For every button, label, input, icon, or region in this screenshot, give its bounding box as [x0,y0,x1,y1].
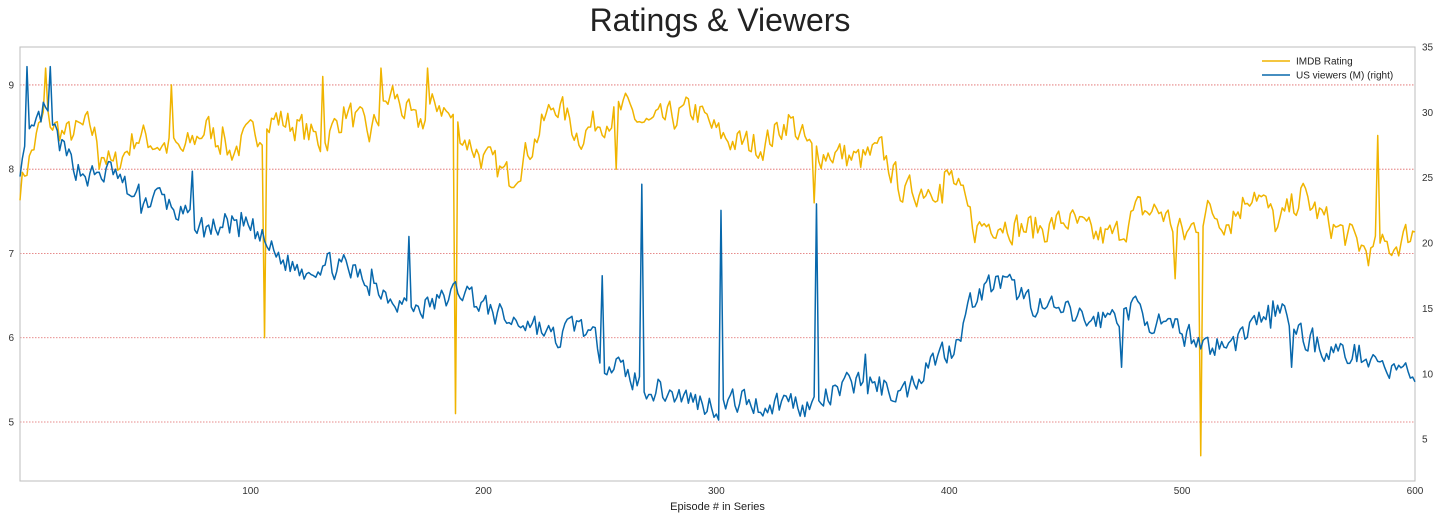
y-left-tick-label: 9 [8,80,14,91]
y-right-tick-label: 15 [1422,304,1434,315]
y-right-tick-label: 30 [1422,108,1434,119]
y-left-tick-label: 8 [8,165,14,176]
x-tick-label: 200 [475,486,492,497]
plot-frame [19,46,1416,482]
x-tick-label: 400 [941,486,958,497]
y-right-tick-label: 10 [1422,369,1434,380]
imdb-rating-line [19,67,1416,457]
legend-label: IMDB Rating [1296,57,1353,68]
x-axis-label: Episode # in Series [670,501,765,513]
x-tick-label: 100 [242,486,259,497]
y-right-tick-label: 35 [1422,43,1434,54]
y-right-tick-label: 5 [1422,435,1428,446]
chart-title: Ratings & Viewers [589,2,851,38]
legend-label: US viewers (M) (right) [1296,71,1393,82]
x-tick-label: 300 [708,486,725,497]
y-right-tick-label: 25 [1422,173,1434,184]
us-viewers-line [19,65,1416,421]
x-tick-label: 500 [1174,486,1191,497]
x-tick-label: 600 [1407,486,1424,497]
series-layer [19,65,1416,457]
y-left-tick-label: 5 [8,418,14,429]
tick-layer: 5 6 7 8 9 5 10 15 20 25 30 35 100 200 300 400 500 600 [8,43,1433,498]
y-left-tick-label: 7 [8,249,14,260]
legend: IMDB Rating US viewers (M) (right) [1262,57,1393,82]
y-right-tick-label: 20 [1422,239,1434,250]
grid-layer [20,84,1415,423]
y-left-tick-label: 6 [8,333,14,344]
